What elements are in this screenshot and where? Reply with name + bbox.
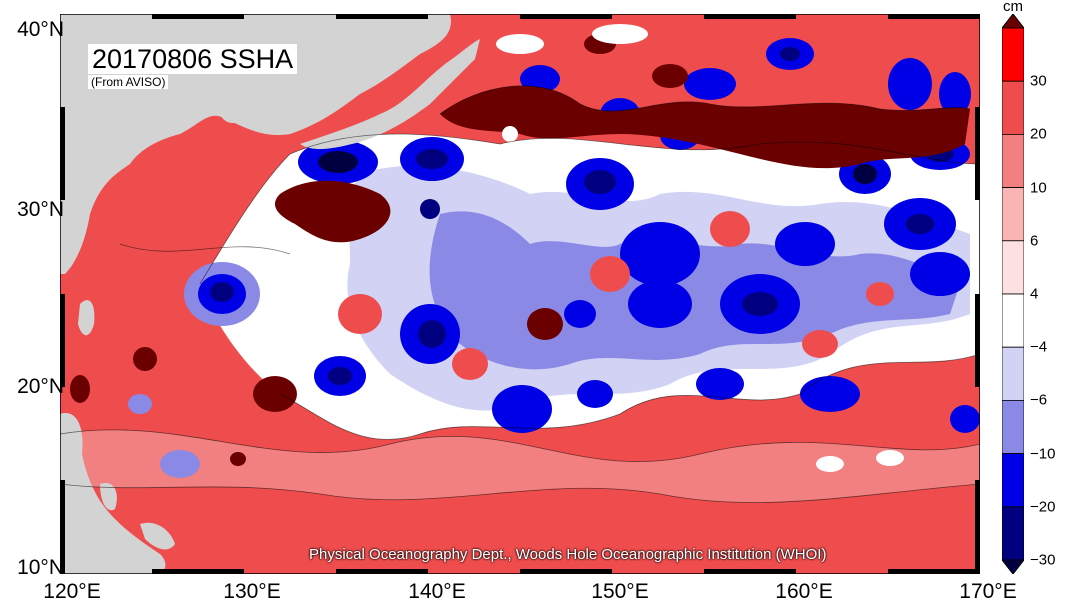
warm-patches (338, 24, 904, 472)
colorbar-tick-label: 10 (1030, 179, 1047, 197)
colorbar-segment (1002, 27, 1024, 82)
lon-label-120: 120°E (43, 580, 101, 603)
credit-text: Physical Oceanography Dept., Woods Hole … (309, 546, 827, 563)
colorbar-segment (1002, 399, 1024, 454)
colorbar-segment (1002, 453, 1024, 508)
colorbar-tick-label: −10 (1030, 445, 1056, 463)
colorbar-top-cap (1002, 14, 1024, 29)
colorbar-tick-label: −20 (1030, 498, 1056, 516)
lat-label-20: 20°N (17, 375, 64, 398)
colorbar-tick-label: −4 (1030, 338, 1048, 356)
colorbar-segment (1002, 134, 1024, 189)
lon-label-170: 170°E (959, 580, 1017, 603)
colorbar-segment (1002, 187, 1024, 242)
colorbar-segment (1002, 80, 1024, 135)
colorbar-tick-label: 20 (1030, 125, 1047, 143)
lon-label-160: 160°E (775, 580, 833, 603)
colorbar-segment (1002, 293, 1024, 348)
colorbar-tick-label: −6 (1030, 391, 1048, 409)
lat-label-40: 40°N (17, 18, 64, 41)
ssha-map-canvas (60, 14, 980, 574)
map-subtitle: (From AVISO) (88, 75, 169, 89)
lon-label-150: 150°E (591, 580, 649, 603)
anticyclonic-eddies (70, 34, 970, 466)
map-title: 20170806 SSHA (88, 44, 298, 74)
colorbar-tick-label: 4 (1030, 285, 1039, 303)
map-frame-border (60, 14, 980, 574)
lon-label-130: 130°E (223, 580, 281, 603)
lon-label-140: 140°E (408, 580, 466, 603)
colorbar-segment (1002, 506, 1024, 561)
colorbar-tick-label: 30 (1030, 72, 1047, 90)
colorbar-unit: cm (1003, 0, 1023, 15)
ssha-map (60, 14, 980, 574)
colorbar-bottom-cap (1002, 559, 1024, 574)
cyclonic-eddies (128, 38, 980, 478)
lat-label-30: 30°N (17, 198, 64, 221)
contour-lines (60, 85, 980, 503)
colorbar-segment (1002, 346, 1024, 401)
colorbar-segment (1002, 240, 1024, 295)
colorbar (1002, 14, 1024, 574)
colorbar-tick-label: 6 (1030, 232, 1039, 250)
lat-label-10: 10°N (17, 556, 64, 579)
colorbar-tick-label: −30 (1030, 551, 1056, 569)
